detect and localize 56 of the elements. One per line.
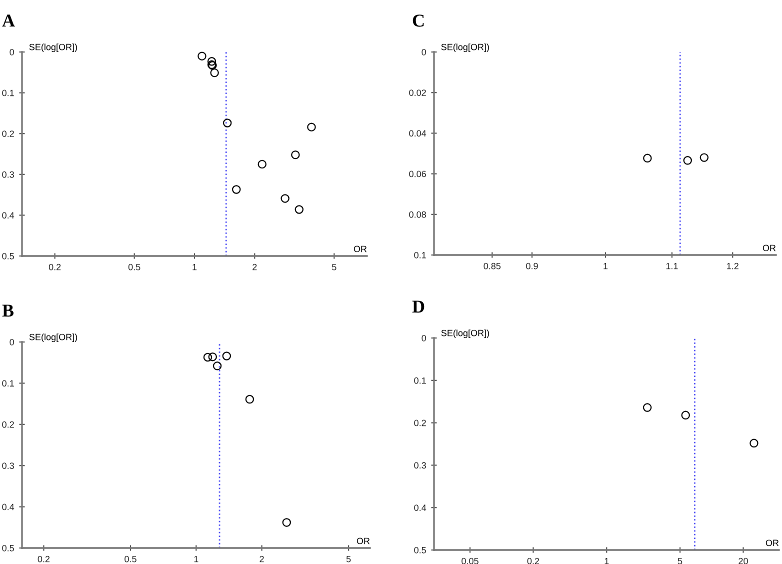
- y-tick-label: 0.2: [2, 421, 14, 428]
- x-tick-label: 5: [678, 558, 682, 564]
- y-axis-title: SE(log[OR]): [29, 44, 77, 52]
- y-tick-label: 0.3: [2, 462, 14, 469]
- x-tick-label: 1.1: [666, 262, 678, 270]
- y-tick-label: 0.4: [2, 212, 14, 219]
- y-tick-label: 0: [422, 48, 426, 56]
- y-tick-label: 0.4: [2, 504, 14, 510]
- x-tick-label: 1: [604, 262, 608, 270]
- x-axis-title: OR: [762, 244, 776, 252]
- y-tick-label: 0.06: [409, 170, 426, 178]
- x-tick-label: 0.2: [48, 264, 61, 270]
- y-tick-label: 0.02: [409, 90, 426, 96]
- x-tick-label: 0.2: [527, 558, 540, 564]
- y-tick-label: 0.4: [414, 504, 426, 511]
- y-tick-label: 0.3: [2, 171, 14, 178]
- y-tick-label: 0: [10, 338, 14, 346]
- x-tick-label: 0.9: [526, 262, 538, 270]
- x-tick-label: 1: [194, 556, 198, 562]
- x-tick-label: 5: [346, 556, 351, 562]
- x-tick-label: 0.2: [38, 556, 50, 562]
- y-tick-label: 0.5: [2, 544, 14, 552]
- y-tick-label: 0.04: [409, 130, 426, 137]
- x-tick-label: 0.5: [128, 264, 140, 270]
- x-axis-title: OR: [766, 540, 779, 546]
- x-tick-label: 2: [260, 556, 264, 562]
- y-tick-label: 0.5: [414, 546, 426, 554]
- chart-title: A: [2, 14, 15, 27]
- y-tick-label: 0.1: [414, 252, 426, 258]
- y-tick-label: 0.1: [414, 377, 426, 384]
- y-tick-label: 0.2: [2, 130, 14, 137]
- y-tick-label: 0: [422, 334, 426, 342]
- y-tick-label: 0.1: [2, 380, 14, 387]
- y-tick-label: 0.1: [2, 90, 14, 96]
- x-tick-label: 1: [604, 558, 609, 564]
- chart-title: C: [412, 14, 424, 27]
- x-tick-label: 1: [192, 264, 197, 270]
- x-axis-title: OR: [354, 246, 367, 252]
- x-tick-label: 20: [738, 558, 748, 564]
- y-axis-title: SE(log[OR]): [29, 334, 78, 342]
- y-tick-label: 0.2: [414, 420, 426, 426]
- x-axis-title: OR: [356, 538, 370, 544]
- x-tick-label: 1.2: [727, 262, 738, 270]
- y-axis-title: SE(log[OR]): [441, 330, 489, 338]
- chart-title: B: [2, 304, 14, 317]
- x-tick-label: 5: [332, 264, 336, 270]
- y-axis-title: SE(log[OR]): [441, 44, 489, 52]
- y-tick-label: 0.3: [414, 462, 426, 469]
- x-tick-label: 0.5: [124, 556, 136, 562]
- y-tick-label: 0.08: [409, 211, 426, 218]
- x-tick-label: 0.05: [462, 558, 478, 564]
- chart-title: D: [412, 300, 424, 313]
- y-tick-label: 0.5: [2, 252, 14, 260]
- x-tick-label: 2: [252, 264, 257, 270]
- y-tick-label: 0: [10, 48, 14, 56]
- x-tick-label: 0.85: [484, 262, 501, 270]
